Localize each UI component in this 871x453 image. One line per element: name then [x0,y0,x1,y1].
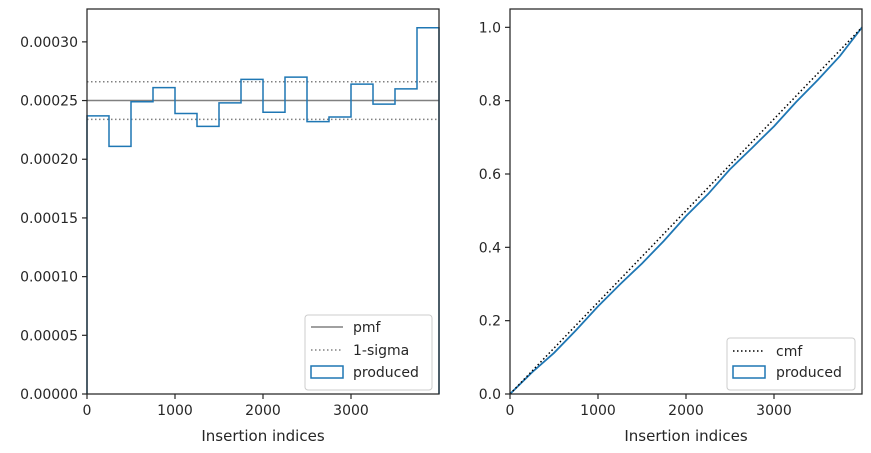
legend-produced-label: produced [353,365,419,381]
pmf-x-tick-label: 1000 [157,403,193,419]
cmf-y-tick-label: 0.4 [479,240,501,256]
pmf-chart: 0 1000 2000 3000 0.00000 0.00005 0.00010 0.0001… [20,8,440,445]
cmf-y-tick-label: 0.2 [479,314,501,330]
pmf-x-tick-label: 0 [83,403,92,419]
cmf-x-axis-label: Insertion indices [624,427,747,445]
cmf-y-tick-label: 1.0 [479,20,501,36]
pmf-x-axis-label: Insertion indices [201,427,324,445]
cmf-line [509,26,863,395]
legend-cmf-produced-patch [732,365,766,379]
pmf-y-tick-label: 0.00015 [20,211,78,227]
pmf-y-tick-label: 0.00000 [20,387,78,403]
cmf-x-tick-label: 0 [506,403,515,419]
cmf-axes-frame [509,8,863,395]
cmf-legend: cmf produced [726,337,856,391]
pmf-y-tick-label: 0.00025 [20,94,78,110]
legend-sigma-label: 1-sigma [353,343,409,359]
cmf-x-tick-label: 1000 [580,403,616,419]
cmf-plot-area [509,26,863,395]
cmf-legend-box [726,337,856,391]
pmf-legend-box [304,314,433,391]
pmf-x-tick-label: 2000 [245,403,281,419]
pmf-legend: pmf 1-sigma produced [304,314,433,391]
cmf-y-tick-label: 0.8 [479,94,501,110]
legend-cmf-label: cmf [776,344,803,360]
legend-produced-patch [310,365,344,379]
legend-cmf-produced-label: produced [776,365,842,381]
pmf-y-tick-label: 0.00005 [20,328,78,344]
pmf-y-tick-label: 0.00010 [20,270,78,286]
pmf-ticks: 0 1000 2000 3000 0.00000 0.00005 0.00010 0.0001… [20,35,369,419]
pmf-x-tick-label: 3000 [333,403,369,419]
cmf-x-tick-label: 2000 [668,403,704,419]
cmf-y-tick-label: 0.0 [479,387,501,403]
pmf-y-tick-label: 0.00020 [20,152,78,168]
pmf-plot-area [86,27,440,394]
produced-histogram [86,27,440,394]
legend-pmf-label: pmf [353,320,382,336]
cmf-y-tick-label: 0.6 [479,167,501,183]
cmf-ticks: 0 1000 2000 3000 0.0 0.2 0.4 0.6 0.8 1.0 [479,20,792,419]
pmf-y-tick-label: 0.00030 [20,35,78,51]
cmf-x-tick-label: 3000 [756,403,792,419]
produced-cumulative-line [509,26,863,395]
cmf-chart: 0 1000 2000 3000 0.0 0.2 0.4 0.6 0.8 1.0 Insertio… [479,8,863,445]
